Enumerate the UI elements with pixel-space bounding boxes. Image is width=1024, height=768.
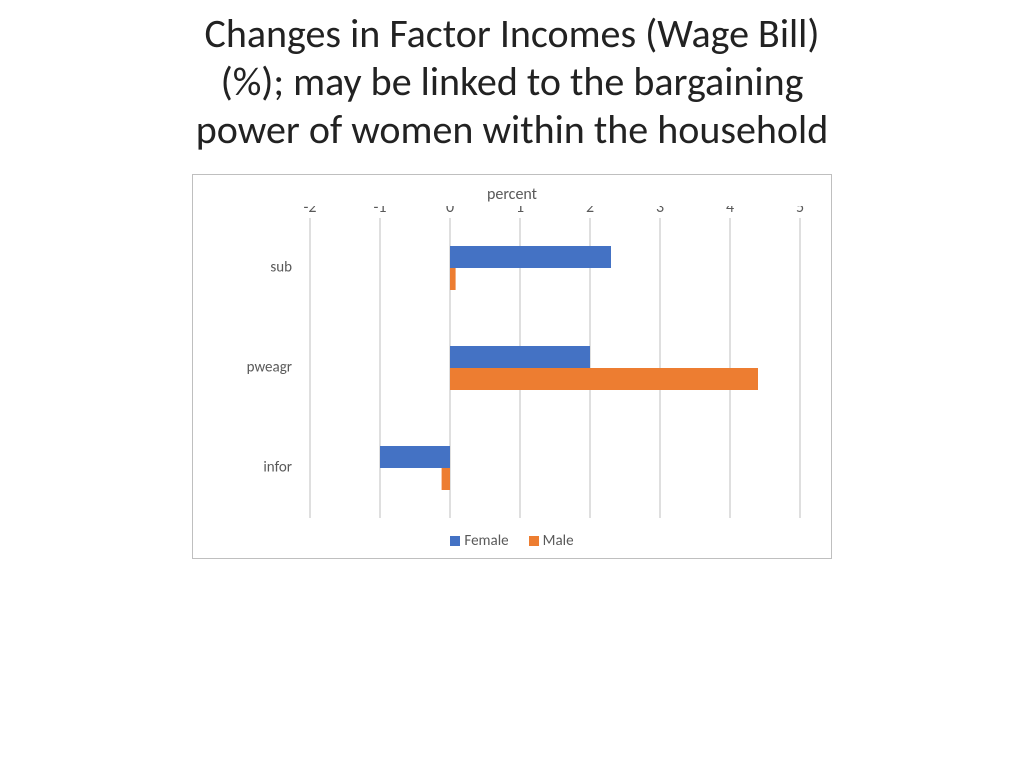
- bar-infor-male: [442, 468, 450, 490]
- svg-text:1: 1: [516, 206, 524, 217]
- title-line-3: power of women within the household: [40, 106, 984, 154]
- bar-infor-female: [380, 446, 450, 468]
- legend-item-female: Female: [450, 532, 508, 550]
- legend-item-male: Male: [529, 532, 574, 550]
- bar-sub-female: [450, 246, 611, 268]
- bar-sub-male: [450, 268, 456, 290]
- svg-text:pweagr: pweagr: [247, 359, 292, 377]
- legend: Female Male: [205, 532, 819, 550]
- x-axis-title: percent: [205, 185, 819, 204]
- svg-text:4: 4: [726, 206, 734, 217]
- title-line-1: Changes in Factor Incomes (Wage Bill): [40, 10, 984, 58]
- svg-text:infor: infor: [263, 459, 292, 477]
- title-line-2: (%); may be linked to the bargaining: [40, 58, 984, 106]
- svg-text:3: 3: [656, 206, 664, 217]
- legend-swatch-female: [450, 536, 460, 546]
- page-title: Changes in Factor Incomes (Wage Bill) (%…: [0, 0, 1024, 154]
- chart-container: percent -2 -1 0 1 2 3 4 5 sub pweagr infor Female M…: [192, 174, 832, 559]
- svg-text:-2: -2: [303, 206, 316, 217]
- bar-pweagr-female: [450, 346, 590, 368]
- legend-swatch-male: [529, 536, 539, 546]
- bar-chart: -2 -1 0 1 2 3 4 5 sub pweagr infor: [205, 206, 815, 526]
- legend-label-male: Male: [543, 532, 574, 550]
- legend-label-female: Female: [464, 532, 508, 550]
- bar-pweagr-male: [450, 368, 758, 390]
- svg-text:0: 0: [446, 206, 454, 217]
- svg-text:-1: -1: [373, 206, 386, 217]
- svg-text:sub: sub: [270, 259, 292, 277]
- svg-text:2: 2: [586, 206, 594, 217]
- svg-text:5: 5: [796, 206, 804, 217]
